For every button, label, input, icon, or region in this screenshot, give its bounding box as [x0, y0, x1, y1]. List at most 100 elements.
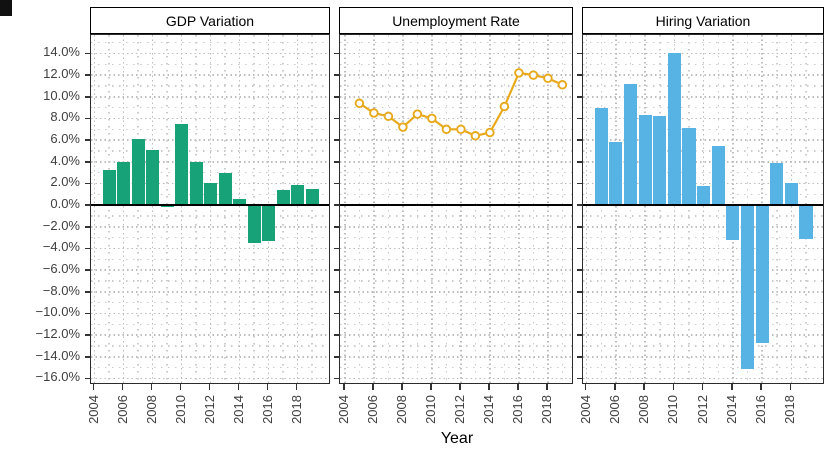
gridline-major-v	[238, 35, 241, 383]
y-tick-label: 12.0%	[43, 66, 80, 82]
y-tick-mark	[334, 74, 340, 76]
bar-2019	[305, 188, 319, 206]
marker-2007	[383, 111, 394, 122]
bar-2017	[770, 162, 784, 206]
gridline-minor-h	[340, 301, 572, 304]
gridline-major-h	[340, 312, 572, 315]
marker-2005	[354, 98, 365, 109]
x-tick-label: 2010	[172, 395, 188, 424]
gridline-major-h	[340, 356, 572, 358]
x-tick-mark	[760, 384, 762, 390]
x-tick-label: 2018	[538, 395, 554, 424]
gridline-minor-h	[340, 85, 572, 87]
gridline-minor-v	[717, 35, 720, 383]
gridline-minor-v	[659, 35, 661, 383]
gridline-major-h	[340, 226, 572, 228]
x-tick-label: 2004	[335, 395, 351, 424]
y-tick-mark	[577, 377, 583, 380]
zero-line	[91, 204, 329, 207]
y-tick-mark	[85, 139, 91, 141]
y-tick-mark	[85, 52, 91, 55]
gridline-major-h	[340, 52, 572, 55]
x-tick-mark	[584, 384, 587, 390]
gridline-major-v	[673, 35, 676, 383]
y-tick-mark	[577, 247, 583, 250]
y-tick-mark	[85, 334, 91, 336]
bar-2014	[233, 198, 247, 206]
y-tick-mark	[334, 356, 340, 358]
y-tick-label: 10.0%	[43, 87, 80, 103]
bar-2019	[799, 205, 813, 239]
marker-2010	[427, 113, 437, 124]
y-tick-mark	[85, 291, 91, 293]
y-tick-label: −6.0%	[42, 261, 80, 277]
gridline-minor-v	[503, 35, 506, 383]
gridline-major-v	[93, 35, 96, 383]
y-tick-label: −4.0%	[42, 239, 80, 255]
x-tick-label: 2006	[364, 395, 380, 424]
gridline-minor-h	[340, 63, 572, 66]
y-tick-label: 6.0%	[50, 131, 80, 147]
y-tick-label: 8.0%	[50, 109, 80, 125]
y-tick-mark	[85, 117, 91, 120]
gridline-minor-h	[340, 193, 572, 196]
x-tick-label: 2010	[665, 395, 681, 424]
gridline-minor-h	[340, 280, 572, 282]
marker-2008	[398, 122, 408, 132]
x-tick-mark	[295, 384, 298, 390]
screenshot-corner-artifact	[0, 0, 12, 16]
marker-2015	[499, 101, 510, 112]
x-tick-label: 2004	[577, 395, 593, 424]
gridline-major-v	[180, 35, 183, 383]
gridline-minor-v	[166, 35, 168, 383]
gridline-minor-h	[340, 236, 572, 239]
facet-title-hiring: Hiring Variation	[655, 12, 751, 29]
y-tick-mark	[334, 96, 340, 98]
bar-2006	[609, 142, 623, 206]
x-tick-label: 2016	[753, 395, 769, 424]
facet-title-gdp: GDP Variation	[165, 12, 255, 29]
bar-2008	[638, 115, 652, 206]
gridline-minor-h	[340, 323, 572, 326]
marker-2014	[485, 127, 495, 138]
bar-2009	[653, 116, 667, 206]
y-tick-mark	[577, 74, 583, 76]
facet-strip-hiring: Hiring Variation	[582, 7, 824, 34]
y-tick-mark	[577, 52, 583, 55]
y-tick-mark	[334, 52, 340, 55]
gridline-minor-v	[108, 35, 110, 383]
x-tick-mark	[92, 384, 95, 390]
y-tick-mark	[577, 291, 583, 293]
marker-2017	[528, 70, 539, 80]
marker-2018	[543, 73, 553, 84]
x-tick-mark	[208, 384, 211, 390]
gridline-minor-v	[688, 35, 690, 383]
y-tick-label: 2.0%	[50, 174, 80, 190]
x-tick-mark	[430, 384, 432, 390]
gridline-minor-v	[532, 35, 535, 383]
y-tick-mark	[85, 161, 91, 163]
gridline-major-v	[402, 35, 404, 383]
y-tick-mark	[577, 204, 583, 206]
y-tick-mark	[577, 139, 583, 141]
x-tick-mark	[517, 384, 519, 390]
y-tick-mark	[85, 182, 91, 185]
x-tick-mark	[643, 384, 645, 390]
gridline-major-v	[615, 35, 617, 383]
gridline-major-v	[702, 35, 705, 383]
gridline-minor-h	[340, 171, 572, 174]
y-tick-mark	[577, 226, 583, 228]
x-tick-label: 2018	[288, 395, 304, 424]
y-tick-mark	[577, 269, 583, 271]
bar-2007	[623, 83, 638, 206]
zero-line	[340, 204, 572, 207]
gridline-major-v	[373, 35, 375, 383]
bar-2010	[175, 123, 189, 206]
y-tick-mark	[85, 96, 91, 98]
y-tick-mark	[334, 312, 340, 315]
x-tick-mark	[701, 384, 704, 390]
y-tick-mark	[334, 334, 340, 336]
zero-line	[583, 204, 823, 207]
gridline-major-h	[340, 334, 572, 336]
